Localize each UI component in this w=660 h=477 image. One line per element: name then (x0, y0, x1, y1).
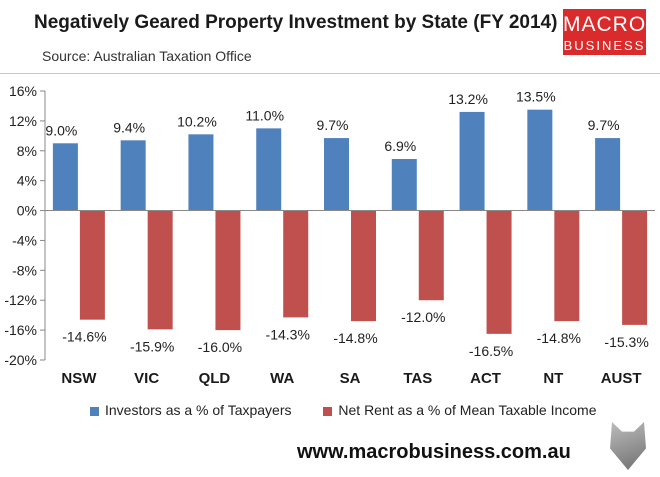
bar-net-rent (554, 210, 580, 322)
x-tick-label: SA (340, 370, 361, 387)
logo-line-2: BUSINESS (563, 38, 646, 53)
chart-legend: Investors as a % of Taxpayers Net Rent a… (90, 402, 625, 418)
wolf-mascot-icon (610, 422, 646, 470)
chart-title: Negatively Geared Property Investment by… (34, 12, 558, 33)
data-label-investors: 11.0% (245, 107, 284, 123)
bar-investors (391, 158, 417, 211)
bar-net-rent (418, 210, 444, 301)
data-label-net-rent: -16.5% (469, 343, 513, 359)
data-label-investors: 9.7% (317, 117, 349, 133)
data-label-net-rent: -15.9% (130, 338, 174, 354)
bar-net-rent (486, 210, 512, 334)
header-divider (0, 73, 660, 74)
bar-net-rent (147, 210, 173, 330)
legend-swatch-investors (90, 406, 99, 416)
y-tick-label: -12% (4, 292, 37, 308)
bar-investors (188, 134, 214, 211)
legend-item-investors: Investors as a % of Taxpayers (90, 402, 292, 418)
bar-investors (52, 143, 78, 211)
bar-chart: 16% 12% 8% 4% 0% -4% -8% -12% -16% -20% 9.0% -14.6%… (4, 83, 655, 387)
logo-line-1: MACRO (563, 13, 647, 36)
legend-item-net-rent: Net Rent as a % of Mean Taxable Income (323, 402, 597, 418)
x-tick-label: NT (543, 370, 563, 387)
data-label-net-rent: -15.3% (604, 334, 648, 350)
bar-investors (459, 111, 485, 211)
bar-investors (120, 140, 146, 211)
x-tick-label: VIC (134, 370, 159, 387)
data-label-investors: 9.4% (113, 119, 145, 135)
data-label-investors: 9.0% (45, 122, 77, 138)
data-label-net-rent: -14.3% (266, 326, 310, 342)
bar-investors (527, 109, 553, 211)
y-tick-label: -8% (12, 262, 37, 278)
bar-net-rent (351, 210, 376, 322)
data-label-investors: 6.9% (384, 138, 416, 154)
data-label-net-rent: -16.0% (198, 339, 242, 355)
y-tick-label: -4% (12, 232, 37, 248)
bar-investors (324, 138, 349, 211)
y-tick-label: 4% (17, 173, 37, 189)
data-label-net-rent: -14.6% (62, 329, 106, 345)
legend-swatch-net-rent (323, 406, 333, 416)
data-label-net-rent: -14.8% (333, 330, 377, 346)
legend-label-investors: Investors as a % of Taxpayers (105, 402, 292, 418)
chart-source: Source: Australian Taxation Office (42, 48, 252, 64)
y-tick-label: 8% (17, 143, 37, 159)
x-tick-label: WA (270, 370, 294, 387)
y-tick-label: 0% (17, 203, 37, 219)
brand-logo[interactable]: MACRO BUSINESS (563, 9, 646, 55)
data-label-investors: 10.2% (177, 113, 217, 129)
x-tick-label: AUST (601, 370, 642, 387)
data-label-investors: 13.5% (516, 89, 556, 105)
y-tick-label: 12% (9, 113, 37, 129)
data-label-net-rent: -14.8% (537, 330, 581, 346)
x-tick-label: QLD (199, 370, 231, 387)
y-tick-label: 16% (9, 83, 37, 99)
y-tick-label: -20% (4, 352, 37, 368)
data-label-net-rent: -12.0% (401, 309, 445, 325)
legend-label-net-rent: Net Rent as a % of Mean Taxable Income (338, 402, 597, 418)
x-tick-label: ACT (470, 370, 501, 387)
bar-net-rent (215, 210, 241, 331)
bar-net-rent (283, 210, 309, 318)
bar-net-rent (622, 210, 648, 325)
x-tick-label: NSW (61, 370, 97, 387)
footer-url[interactable]: www.macrobusiness.com.au (297, 441, 571, 463)
bar-investors (256, 128, 282, 211)
bar-investors (595, 138, 621, 211)
data-label-investors: 13.2% (448, 91, 488, 107)
y-tick-label: -16% (4, 322, 37, 338)
data-label-investors: 9.7% (588, 117, 620, 133)
bar-net-rent (79, 210, 105, 320)
x-tick-label: TAS (403, 370, 432, 387)
